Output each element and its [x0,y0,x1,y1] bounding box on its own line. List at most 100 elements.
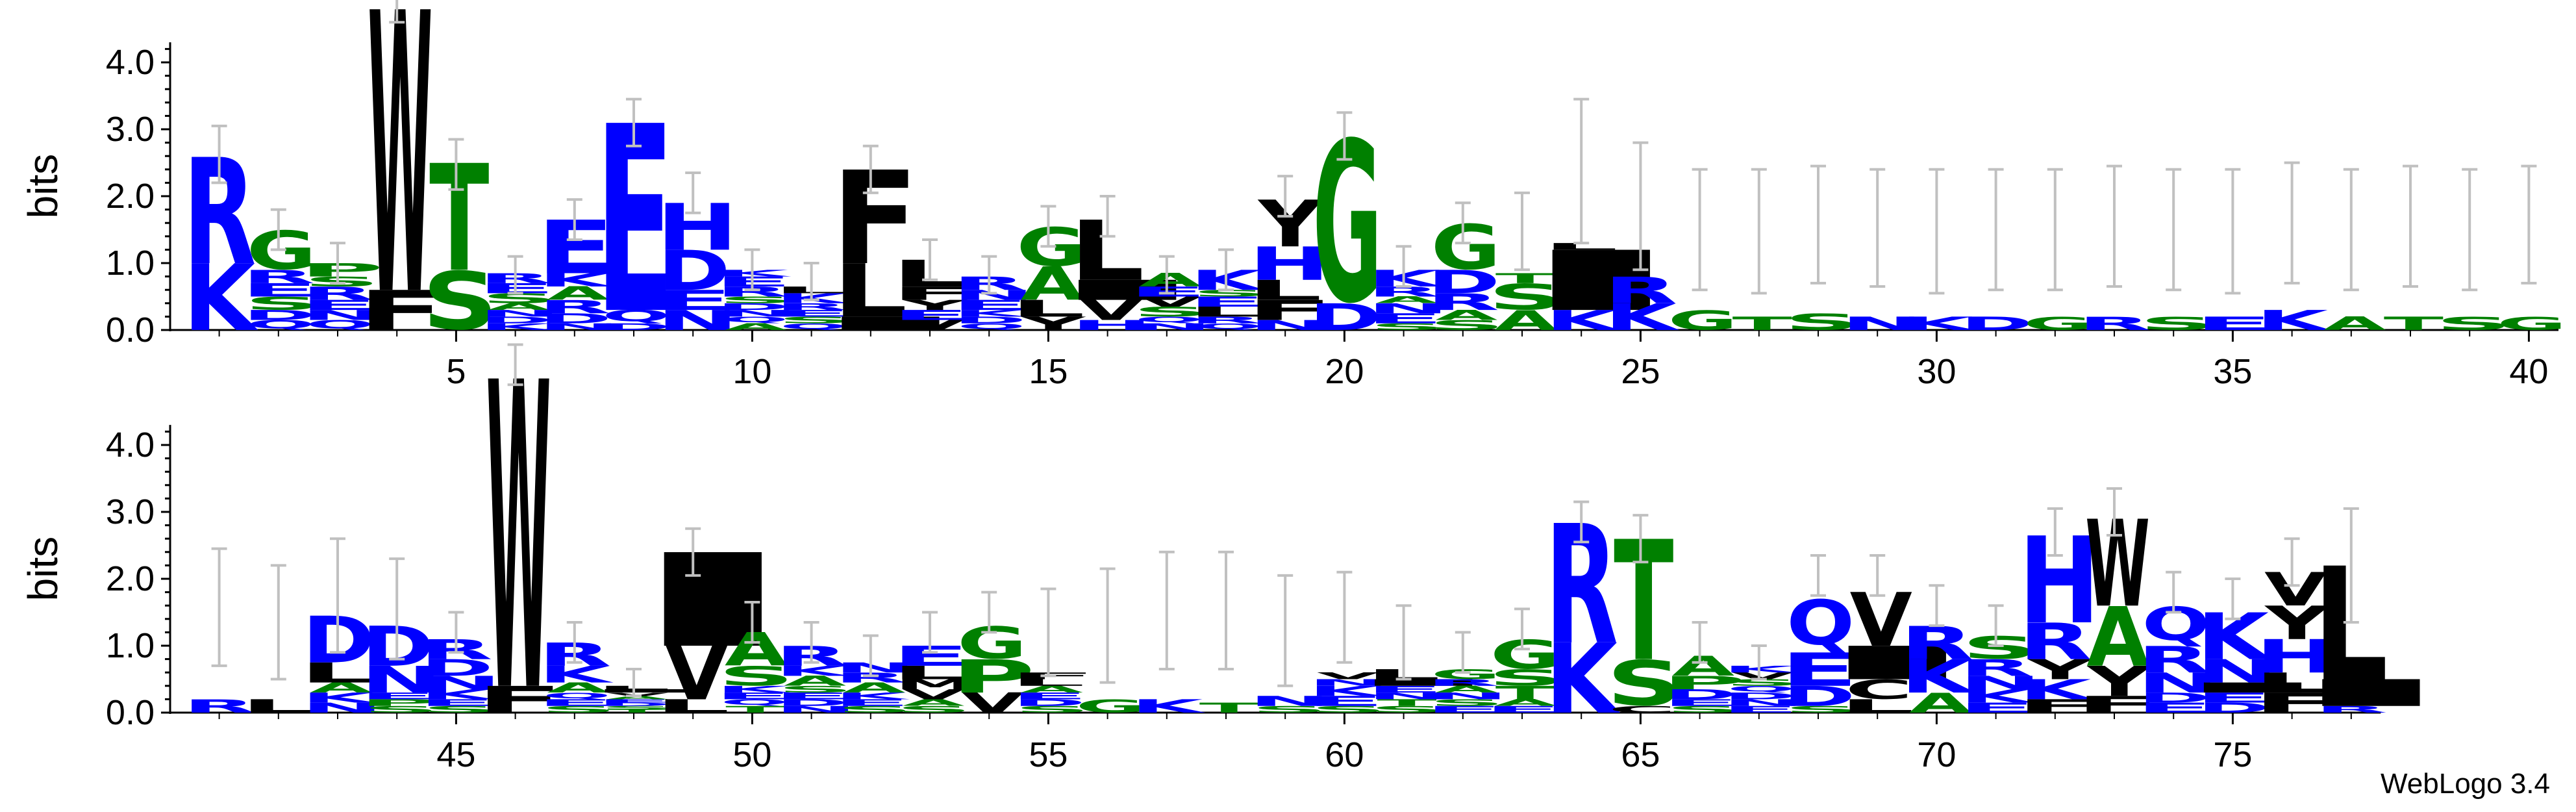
logo-column-31: D [1960,168,2033,335]
logo-letter-V: V [1850,577,1912,663]
logo-letter-E: E [1366,684,1444,694]
logo-letter-R: R [242,266,315,288]
logo-letter-N: N [1841,313,1923,335]
logo-letter-E: E [299,297,378,313]
logo-letter-R: R [183,696,256,717]
logo-letter-V: V [606,692,668,697]
logo-letter-E: E [1958,700,2036,716]
logo-column-54: VPG [951,590,1035,719]
logo-letter-A: A [902,698,965,708]
logo-letter-N: N [1249,318,1331,334]
logo-letter-Q: Q [543,691,611,700]
logo-letter-F: F [476,679,564,722]
logo-letter-K: K [1308,683,1384,700]
logo-letter-E: E [240,279,319,301]
logo-letter-N: N [1367,301,1449,317]
logo-letter-L: L [832,248,908,334]
logo-letter-E: E [358,691,437,701]
logo-letter-Q: Q [1135,315,1203,324]
logo-column-4: FW [357,0,445,381]
logo-column-39: S [2436,168,2512,334]
logo-letter-A: A [547,680,609,696]
logo-letter-K: K [716,268,792,279]
logo-column-10: AQNDSREK [714,248,798,332]
y-axis-label: bits [19,537,66,602]
logo-letter-D: D [776,698,849,708]
logo-letter-A: A [606,695,668,700]
logo-letter-D: D [1427,264,1500,301]
logo-letter-T: T [1495,270,1555,286]
logo-letter-S: S [1725,678,1801,688]
logo-letter-E: E [832,698,911,708]
logo-letter-N: N [1959,672,2042,694]
logo-letter-S: S [481,291,557,307]
logo-letter-E: E [951,297,1029,313]
logo-letter-N: N [360,659,443,702]
logo-column-12: ILF [794,144,987,335]
logo-letter-D: D [243,307,316,324]
logo-letter-E: E [2135,700,2214,716]
logo-letter-E: E [773,691,852,701]
logo-letter-L: L [1247,275,1322,307]
logo-letter-D: D [539,311,612,327]
logo-letter-L: L [1839,696,1914,717]
logo-letter-I: I [616,527,809,676]
logo-letter-A: A [1494,305,1557,336]
logo-letter-D: D [953,315,1026,325]
logo-letter-E: E [1307,693,1385,709]
logo-column-70: AKR [1901,584,1975,719]
logo-letter-A: A [2086,589,2149,685]
logo-letter-A: A [2323,313,2386,335]
y-axis-label: bits [19,154,66,219]
logo-letter-N: N [1249,693,1331,709]
logo-letter-H: H [2019,513,2100,650]
logo-column-40: G [2497,164,2567,334]
logo-letter-V: V [1080,294,1142,326]
logo-letter-S: S [303,274,379,290]
logo-letter-S: S [422,704,498,715]
logo-letter-F: F [357,279,445,343]
logo-letter-G: G [2023,314,2094,334]
x-tick-label: 45 [436,735,475,774]
logo-letter-D: D [2138,690,2210,706]
logo-letter-N: N [953,287,1035,303]
logo-letter-S: S [1132,304,1208,320]
logo-letter-A: A [1435,684,1498,694]
y-tick-label: 4.0 [106,425,155,464]
logo-letter-D: D [1013,698,1086,708]
logo-letter-W: W [486,296,551,786]
logo-letter-E: E [1366,311,1444,327]
logo-letter-N: N [775,704,857,715]
logo-letter-N: N [834,660,916,676]
logo-letter-N: N [716,308,798,318]
logo-column-11: QSERKL [773,262,853,331]
logo-letter-H: H [657,190,738,265]
logo-letter-N: N [1722,698,1805,708]
y-tick-label: 1.0 [106,626,155,665]
logo-letter-H: H [1071,318,1152,334]
logo-column-1: KR [183,124,258,352]
logo-letter-I: I [1031,274,1224,306]
logo-letter-D: D [598,322,671,332]
logo-letter-N: N [538,322,620,332]
y-tick-label: 2.0 [106,177,155,216]
logo-letter-N: N [301,700,384,717]
logo-letter-Q: Q [602,307,670,325]
logo-letter-A: A [547,283,610,305]
